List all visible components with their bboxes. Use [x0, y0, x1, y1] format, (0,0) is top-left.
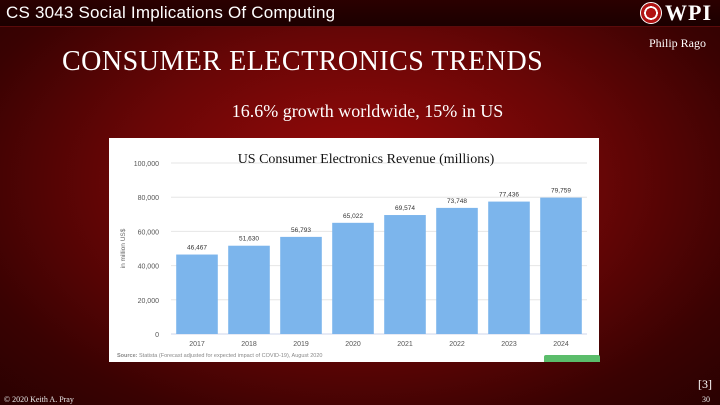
data-label: 46,467: [187, 245, 207, 252]
slide-title: CONSUMER ELECTRONICS TRENDS: [62, 46, 544, 77]
chart-container: 0 20,000 40,000 60,000 80,000 100,000 in milli…: [109, 138, 599, 362]
data-label: 73,748: [447, 198, 467, 205]
chart-title: US Consumer Electronics Revenue (million…: [237, 152, 495, 167]
x-tick-label: 2020: [345, 341, 361, 348]
bar-2023: [488, 201, 530, 334]
x-tick-label: 2019: [293, 341, 309, 348]
bar-2021: [384, 215, 426, 334]
x-tick-label: 2024: [553, 341, 569, 348]
bar-2019: [280, 236, 322, 334]
copyright-text: © 2020 Keith A. Pray: [4, 395, 74, 404]
y-tick-label: 0: [155, 332, 159, 339]
slide-subtitle: 16.6% growth worldwide, 15% in US: [231, 101, 504, 121]
wpi-logo-text: WPI: [665, 0, 712, 25]
bar-2020: [332, 222, 374, 334]
chart-source-label: Source:: [117, 353, 139, 359]
y-tick-label: 60,000: [138, 229, 160, 236]
y-tick-label: 20,000: [138, 298, 160, 305]
bar-2024: [540, 197, 582, 334]
chart-footer-tab: [544, 355, 600, 362]
reference-marker: [3]: [698, 377, 712, 391]
data-label: 56,793: [291, 227, 311, 234]
wpi-logo: WPI: [640, 0, 712, 25]
chart-source-text: Statista (Forecast adjusted for expected…: [139, 353, 322, 359]
x-tick-label: 2023: [501, 341, 517, 348]
page-number: 30: [702, 395, 710, 404]
x-tick-label: 2022: [449, 341, 465, 348]
data-label: 65,022: [343, 213, 363, 220]
y-tick-label: 100,000: [134, 161, 159, 168]
y-tick-label: 80,000: [138, 195, 160, 202]
presenter-name: Philip Rago: [648, 36, 706, 50]
y-tick-label: 40,000: [138, 264, 160, 271]
x-tick-label: 2017: [189, 341, 205, 348]
bar-2018: [228, 245, 270, 334]
x-tick-label: 2018: [241, 341, 257, 348]
wpi-seal-icon: [640, 2, 662, 24]
bar-2022: [436, 207, 478, 334]
data-label: 51,630: [239, 236, 259, 243]
y-axis-label: in million US$: [120, 228, 127, 268]
header-bar: CS 3043 Social Implications Of Computing…: [0, 0, 720, 27]
bar-chart: 0 20,000 40,000 60,000 80,000 100,000 in milli…: [117, 161, 587, 359]
x-tick-label: 2021: [397, 341, 413, 348]
data-label: 77,436: [499, 192, 519, 199]
data-label: 69,574: [395, 205, 415, 212]
chart-source: Source: Statista (Forecast adjusted for …: [117, 353, 322, 359]
bar-2017: [176, 254, 218, 334]
data-label: 79,759: [551, 188, 571, 195]
course-title: CS 3043 Social Implications Of Computing: [6, 3, 336, 22]
